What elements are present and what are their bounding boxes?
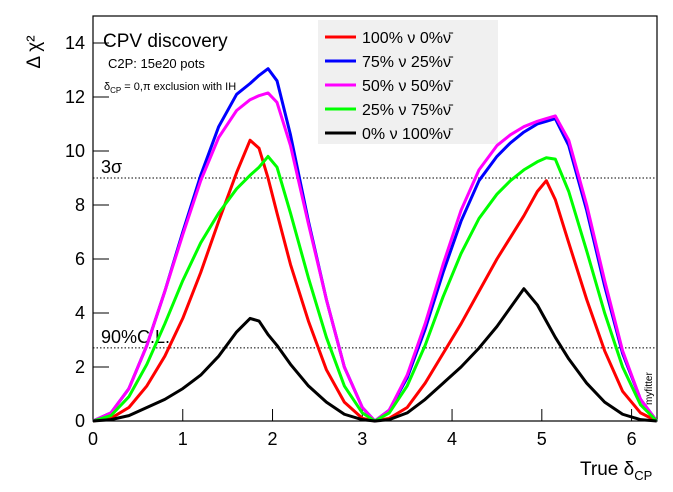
series-line — [92, 287, 657, 423]
x-tick-label: 0 — [88, 429, 98, 449]
series-line — [92, 138, 658, 423]
x-label-part: True δ — [580, 459, 634, 480]
watermark: myfitter — [644, 372, 655, 405]
y-tick-label: 4 — [75, 303, 85, 323]
legend-label: 75% ν 25%ν̄ — [362, 54, 454, 71]
legend-label: 0% ν 100%ν̄ — [362, 126, 454, 143]
legend-label: 25% ν 75%ν̄ — [362, 102, 454, 119]
y-tick-label: 12 — [65, 87, 85, 107]
x-tick-label: 5 — [537, 429, 547, 449]
note-sub: CP — [110, 86, 121, 95]
chart-title: CPV discovery — [103, 31, 228, 52]
note-part: = 0,π exclusion with IH — [121, 81, 236, 93]
x-tick-label: 1 — [178, 429, 188, 449]
x-axis-label: True δCP — [580, 459, 652, 483]
series-line — [92, 154, 658, 423]
legend-box — [318, 20, 498, 144]
y-tick-label: 14 — [65, 33, 85, 53]
y-tick-label: 10 — [65, 141, 85, 161]
x-tick-label: 6 — [627, 429, 637, 449]
legend-label: 100% ν 0%ν̄ — [362, 30, 454, 47]
note: δCP = 0,π exclusion with IH — [104, 81, 236, 95]
x-tick-label: 4 — [447, 429, 457, 449]
y-tick-label: 0 — [75, 411, 85, 431]
x-tick-label: 3 — [357, 429, 367, 449]
y-axis-label: Δ χ² — [24, 35, 45, 68]
note-part: δ — [104, 81, 110, 93]
y-tick-label: 8 — [75, 195, 85, 215]
y-tick-label: 6 — [75, 249, 85, 269]
y-tick-label: 2 — [75, 357, 85, 377]
x-tick-label: 2 — [268, 429, 278, 449]
x-label-sub: CP — [634, 468, 652, 483]
reference-label: 3σ — [101, 157, 122, 177]
subtitle: C2P: 15e20 pots — [108, 56, 205, 71]
legend-label: 50% ν 50%ν̄ — [362, 78, 454, 95]
